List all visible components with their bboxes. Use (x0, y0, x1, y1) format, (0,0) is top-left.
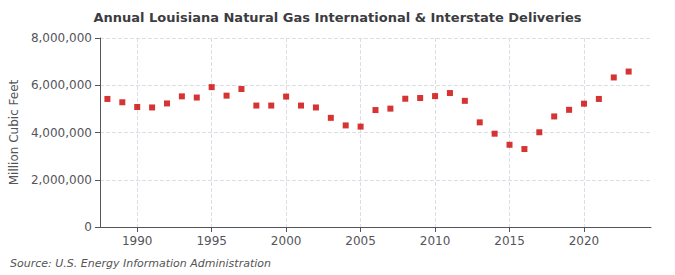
svg-text:2015: 2015 (494, 234, 525, 248)
svg-text:1990: 1990 (122, 234, 153, 248)
svg-text:Source: U.S. Energy Informatio: Source: U.S. Energy Information Administ… (10, 257, 271, 270)
svg-text:1995: 1995 (196, 234, 227, 248)
svg-text:6,000,000: 6,000,000 (31, 78, 92, 92)
svg-text:8,000,000: 8,000,000 (31, 31, 92, 45)
svg-text:0: 0 (84, 220, 92, 234)
svg-text:Annual Louisiana Natural Gas I: Annual Louisiana Natural Gas Internation… (93, 10, 581, 25)
svg-text:2,000,000: 2,000,000 (31, 173, 92, 187)
svg-text:Million Cubic Feet: Million Cubic Feet (7, 79, 21, 185)
svg-text:2010: 2010 (420, 234, 451, 248)
svg-text:4,000,000: 4,000,000 (31, 126, 92, 140)
svg-text:2005: 2005 (345, 234, 376, 248)
svg-text:2020: 2020 (569, 234, 600, 248)
svg-text:2000: 2000 (271, 234, 302, 248)
